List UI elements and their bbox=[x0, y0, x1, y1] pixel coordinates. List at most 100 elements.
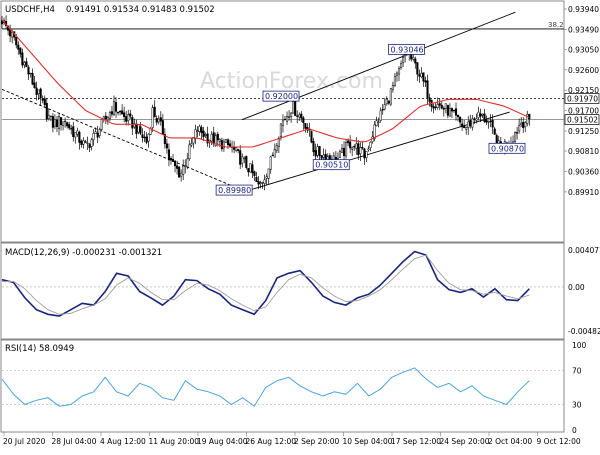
candle-body bbox=[465, 127, 468, 130]
candle-body bbox=[112, 101, 116, 115]
candle-body bbox=[220, 140, 223, 150]
candle-body bbox=[294, 100, 297, 116]
rsi-tick-label: 30 bbox=[572, 401, 582, 410]
candle-body bbox=[64, 120, 67, 123]
candle-body bbox=[76, 130, 79, 135]
candle-body bbox=[340, 148, 344, 153]
candle-body bbox=[285, 116, 289, 122]
candle-body bbox=[84, 141, 87, 143]
price-layer: 38.2 0.93046 0.92000 0.90510 0.90870 0.89980 bbox=[0, 11, 564, 196]
candle-body bbox=[180, 172, 183, 177]
rsi-panel-frame bbox=[0, 339, 565, 433]
candle-body bbox=[110, 111, 113, 115]
macd-tick-label: -0.004829 bbox=[568, 327, 600, 336]
candle-body bbox=[432, 106, 435, 109]
candle-body bbox=[314, 150, 317, 157]
price-annotation-box bbox=[215, 184, 253, 196]
candle-body bbox=[68, 124, 71, 129]
candle-body bbox=[516, 132, 519, 134]
candle-body bbox=[448, 107, 451, 117]
candle-body bbox=[237, 149, 240, 151]
candle-body bbox=[145, 136, 148, 143]
candle-body bbox=[446, 104, 449, 116]
candle-body bbox=[143, 136, 146, 139]
candle-body bbox=[141, 134, 144, 138]
candle-body bbox=[359, 147, 362, 155]
candle-body bbox=[349, 141, 352, 149]
candle-body bbox=[108, 111, 111, 119]
x-tick-label: 9 Oct 12:00 bbox=[537, 437, 581, 446]
candle-body bbox=[345, 142, 348, 157]
candle-body bbox=[428, 97, 431, 102]
candle-body bbox=[387, 100, 390, 104]
x-tick-label: 2 Sep 20:00 bbox=[294, 437, 340, 446]
price-tick-label: 0.93940 bbox=[568, 5, 599, 14]
candle-body bbox=[47, 115, 50, 119]
candle-body bbox=[296, 115, 299, 117]
candle-body bbox=[367, 148, 370, 151]
candle-body bbox=[27, 67, 30, 75]
candle-body bbox=[251, 164, 254, 174]
candle-body bbox=[163, 134, 166, 144]
candle-body bbox=[176, 165, 179, 169]
candle-body bbox=[239, 150, 242, 165]
candle-body bbox=[518, 125, 521, 132]
candle-body bbox=[49, 115, 52, 118]
candle-body bbox=[86, 142, 89, 145]
candle-body bbox=[418, 74, 421, 77]
rsi-tick-label: 70 bbox=[572, 367, 582, 376]
candle-body bbox=[247, 168, 250, 173]
candle-body bbox=[281, 120, 285, 126]
candle-body bbox=[206, 133, 209, 144]
candle-body bbox=[479, 113, 482, 117]
candle-body bbox=[267, 168, 270, 179]
candle-body bbox=[265, 176, 268, 179]
candle-body bbox=[92, 133, 95, 140]
candle-body bbox=[452, 109, 456, 112]
candle-body bbox=[70, 128, 73, 130]
candle-body bbox=[481, 114, 484, 116]
candle-body bbox=[135, 124, 138, 135]
candle-body bbox=[218, 138, 221, 142]
candle-body bbox=[373, 124, 376, 139]
price-tag-box bbox=[564, 93, 600, 104]
price-annotation-box bbox=[488, 142, 526, 154]
candle-body bbox=[214, 135, 217, 146]
candle-body bbox=[59, 117, 63, 126]
candle-body bbox=[436, 104, 439, 108]
candle-body bbox=[255, 177, 258, 183]
macd-title: MACD(12,26,9) -0.000231 -0.001321 bbox=[5, 248, 162, 258]
candle-body bbox=[43, 98, 46, 105]
candle-body bbox=[454, 108, 458, 116]
candle-body bbox=[45, 103, 48, 120]
candle-body bbox=[424, 80, 427, 83]
candle-body bbox=[100, 118, 103, 130]
candle-body bbox=[114, 102, 118, 112]
price-tag-label: 0.91970 bbox=[567, 94, 598, 103]
candle-body bbox=[351, 147, 354, 150]
axes-layer: 0.93940 0.93490 0.93050 0.92600 0.92150 0.917… bbox=[3, 5, 600, 446]
candle-body bbox=[277, 137, 280, 148]
candle-body bbox=[21, 52, 24, 66]
candle-body bbox=[487, 121, 490, 123]
x-tick-label: 26 Aug 12:00 bbox=[246, 437, 297, 446]
candle-body bbox=[74, 132, 77, 138]
candle-body bbox=[526, 113, 529, 124]
candle-body bbox=[25, 61, 28, 68]
candle-body bbox=[461, 123, 464, 128]
candle-body bbox=[365, 151, 368, 158]
candle-body bbox=[182, 165, 185, 175]
watermark-text: ActionForex.com bbox=[200, 69, 383, 94]
candle-body bbox=[98, 129, 101, 136]
candle-body bbox=[434, 106, 437, 108]
candle-body bbox=[202, 130, 205, 138]
x-tick-label: 24 Sep 20:00 bbox=[440, 437, 490, 446]
candle-body bbox=[15, 36, 18, 46]
macd-tick-label: 0.004071 bbox=[568, 246, 600, 255]
candle-body bbox=[119, 110, 122, 113]
candle-body bbox=[261, 182, 264, 184]
candle-body bbox=[375, 120, 378, 127]
candle-body bbox=[80, 140, 83, 145]
price-tick-label: 0.90810 bbox=[568, 147, 599, 156]
